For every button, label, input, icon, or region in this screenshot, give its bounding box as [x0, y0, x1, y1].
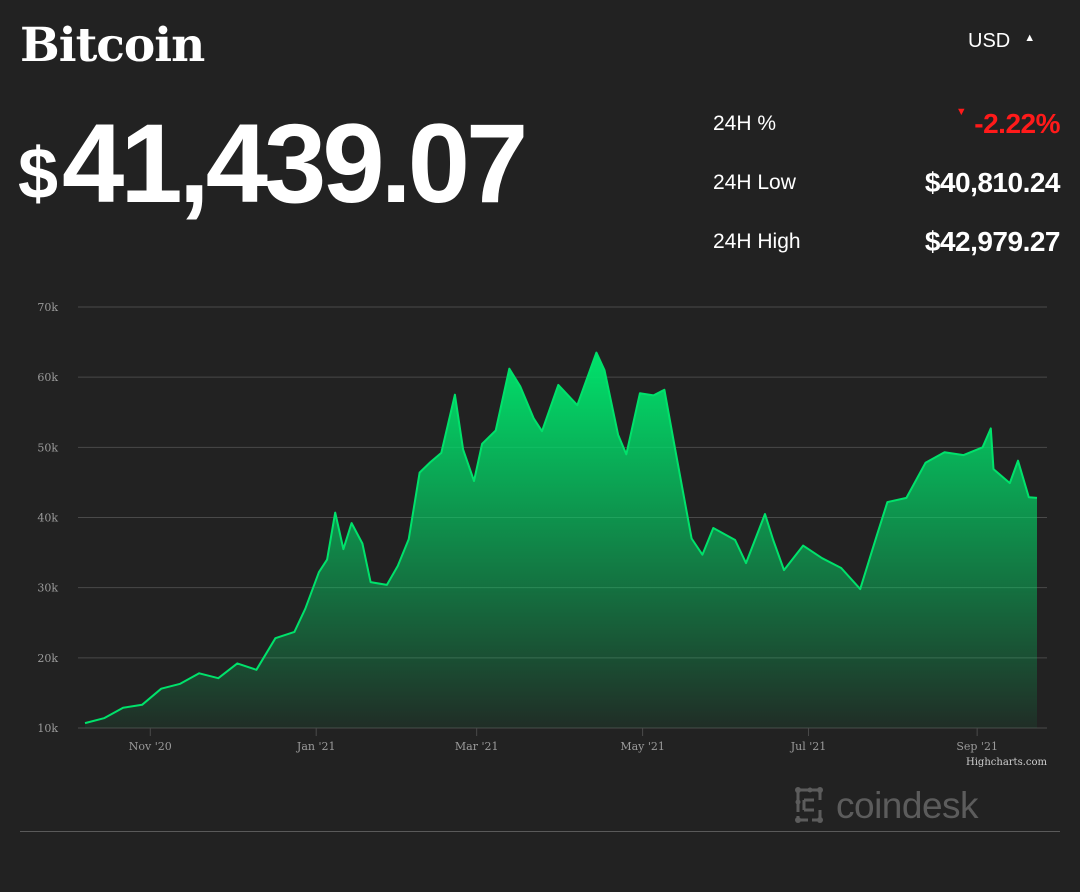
x-axis: Nov '20 Jan '21 Mar '21 May '21 Jul '21 Sep '… [129, 728, 998, 753]
stat-row-24h-low: 24H Low $40,810.24 [713, 153, 1061, 212]
y-tick-label: 40k [37, 512, 58, 525]
price-currency-symbol: $ [18, 134, 59, 214]
price-series [84, 351, 1038, 728]
brand-name: coindesk [836, 784, 979, 826]
stat-label-24h-change: 24H % [713, 111, 777, 135]
x-tick-label: Mar '21 [455, 740, 499, 753]
stat-value-24h-high: $42,979.27 [924, 225, 1061, 257]
price-value: 41,439.07 [62, 101, 528, 226]
y-tick-label: 30k [37, 582, 58, 595]
price-area [85, 352, 1037, 728]
chart-credit[interactable]: Highcharts.com [966, 757, 1047, 768]
y-axis: 10k 20k 30k 40k 50k 60k 70k [37, 301, 58, 735]
stat-row-24h-change: 24H % ▼ -2.22% [713, 94, 1060, 153]
y-tick-label: 70k [37, 301, 58, 314]
y-tick-label: 50k [37, 441, 58, 454]
x-tick-label: Jul '21 [790, 740, 827, 753]
divider [20, 831, 1060, 832]
caret-up-icon[interactable]: ▲ [1024, 31, 1036, 44]
coindesk-logo-icon [795, 787, 823, 823]
change-percent: -2.22% [974, 107, 1060, 139]
y-tick-label: 60k [37, 371, 58, 384]
stat-label-24h-low: 24H Low [713, 170, 796, 194]
price-chart[interactable]: 10k 20k 30k 40k 50k 60k 70k Nov '20 Jan '21 Mar … [0, 290, 1080, 775]
y-tick-label: 10k [37, 722, 58, 735]
currency-label: USD [968, 30, 1011, 52]
x-tick-label: May '21 [620, 740, 665, 753]
x-tick-label: Jan '21 [296, 740, 336, 753]
stat-label-24h-high: 24H High [713, 229, 801, 253]
stats-panel: 24H % ▼ -2.22% 24H Low $40,810.24 24H Hi… [713, 94, 1061, 271]
x-tick-label: Nov '20 [129, 740, 172, 753]
coindesk-logo: coindesk [790, 784, 979, 826]
y-tick-label: 20k [37, 652, 58, 665]
triangle-down-icon: ▼ [955, 105, 967, 118]
stat-value-24h-change: ▼ -2.22% [955, 105, 1061, 140]
asset-title: Bitcoin [20, 18, 205, 73]
price-line [84, 351, 1038, 725]
x-tick-label: Sep '21 [956, 740, 998, 753]
current-price: $ 41,439.07 [18, 101, 528, 226]
currency-selector[interactable]: USD ▲ [968, 31, 1035, 51]
stat-value-24h-low: $40,810.24 [924, 166, 1061, 198]
stat-row-24h-high: 24H High $42,979.27 [713, 212, 1061, 271]
